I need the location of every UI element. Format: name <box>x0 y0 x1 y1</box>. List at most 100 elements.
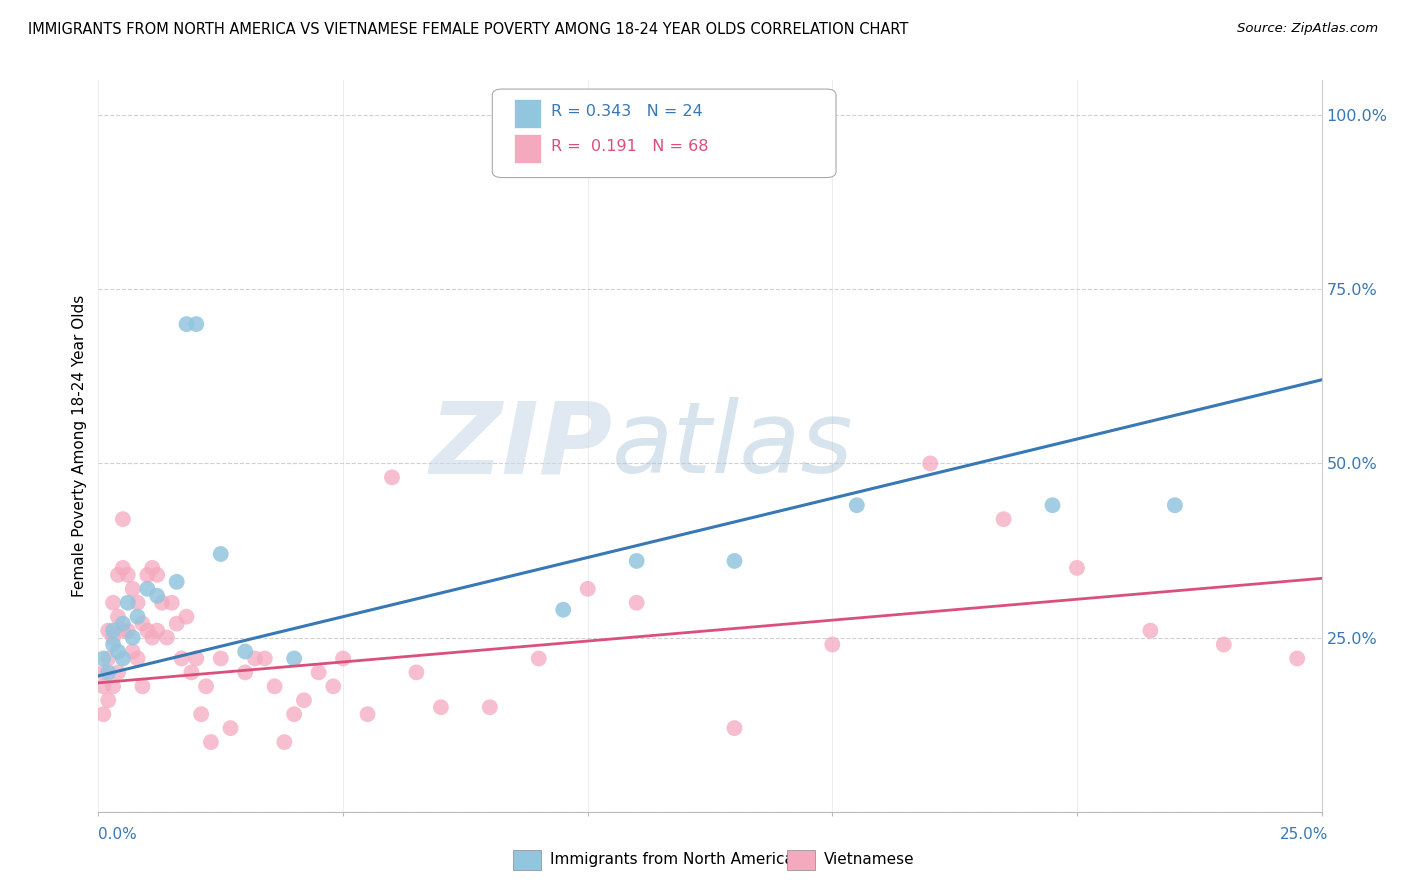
Point <box>920 457 942 471</box>
Point <box>141 561 163 575</box>
Point <box>121 582 143 596</box>
Point <box>141 631 163 645</box>
Point <box>111 561 134 575</box>
Point <box>821 638 844 652</box>
Point <box>146 624 169 638</box>
Point <box>322 679 344 693</box>
Point <box>111 616 134 631</box>
Point <box>176 317 198 331</box>
Point <box>723 721 745 735</box>
Point <box>332 651 354 665</box>
Point <box>101 631 124 645</box>
Text: R = 0.343   N = 24: R = 0.343 N = 24 <box>551 104 703 120</box>
Point <box>127 651 149 665</box>
Point <box>97 651 120 665</box>
Point <box>91 707 114 722</box>
Text: R =  0.191   N = 68: R = 0.191 N = 68 <box>551 139 709 154</box>
Point <box>553 603 575 617</box>
Point <box>626 596 648 610</box>
Point <box>101 638 124 652</box>
Point <box>101 596 124 610</box>
Point <box>1286 651 1309 665</box>
Point <box>308 665 330 680</box>
FancyBboxPatch shape <box>515 134 541 163</box>
Point <box>233 644 256 658</box>
Point <box>243 651 266 665</box>
Point <box>136 567 159 582</box>
Point <box>845 498 868 512</box>
Point <box>101 679 124 693</box>
Point <box>273 735 295 749</box>
FancyBboxPatch shape <box>515 99 541 128</box>
Point <box>1066 561 1088 575</box>
Point <box>253 651 276 665</box>
Point <box>111 651 134 665</box>
Point <box>626 554 648 568</box>
Point <box>117 624 139 638</box>
Point <box>121 644 143 658</box>
Point <box>97 665 120 680</box>
Point <box>209 651 232 665</box>
Point <box>136 582 159 596</box>
Point <box>160 596 183 610</box>
Point <box>91 679 114 693</box>
Text: Source: ZipAtlas.com: Source: ZipAtlas.com <box>1237 22 1378 36</box>
Text: Vietnamese: Vietnamese <box>824 853 914 867</box>
Point <box>127 596 149 610</box>
Point <box>91 651 114 665</box>
Point <box>117 567 139 582</box>
Point <box>91 665 114 680</box>
Point <box>146 589 169 603</box>
Point <box>186 651 208 665</box>
Point <box>176 609 198 624</box>
Point <box>200 735 222 749</box>
Point <box>527 651 550 665</box>
Point <box>233 665 256 680</box>
Point <box>283 651 305 665</box>
Point <box>127 609 149 624</box>
Point <box>156 631 179 645</box>
Point <box>1212 638 1234 652</box>
Point <box>117 596 139 610</box>
Point <box>111 624 134 638</box>
Point <box>430 700 453 714</box>
Text: atlas: atlas <box>612 398 853 494</box>
Point <box>170 651 193 665</box>
Text: 25.0%: 25.0% <box>1281 827 1329 841</box>
Point <box>186 317 208 331</box>
Point <box>993 512 1015 526</box>
Point <box>478 700 501 714</box>
Point <box>146 567 169 582</box>
Point <box>107 567 129 582</box>
Text: ZIP: ZIP <box>429 398 612 494</box>
Point <box>209 547 232 561</box>
Point <box>131 616 153 631</box>
FancyBboxPatch shape <box>492 89 837 178</box>
Point <box>723 554 745 568</box>
Point <box>166 616 188 631</box>
Point <box>1042 498 1064 512</box>
Point <box>111 512 134 526</box>
Point <box>166 574 188 589</box>
Point <box>381 470 404 484</box>
Point <box>180 665 202 680</box>
Point <box>263 679 285 693</box>
Point <box>190 707 212 722</box>
Point <box>107 609 129 624</box>
Point <box>405 665 427 680</box>
Point <box>356 707 378 722</box>
Text: 0.0%: 0.0% <box>98 827 138 841</box>
Point <box>1139 624 1161 638</box>
Point <box>150 596 173 610</box>
Point <box>107 644 129 658</box>
Point <box>195 679 218 693</box>
Y-axis label: Female Poverty Among 18-24 Year Olds: Female Poverty Among 18-24 Year Olds <box>72 295 87 597</box>
Point <box>136 624 159 638</box>
Point <box>101 624 124 638</box>
Text: IMMIGRANTS FROM NORTH AMERICA VS VIETNAMESE FEMALE POVERTY AMONG 18-24 YEAR OLDS: IMMIGRANTS FROM NORTH AMERICA VS VIETNAM… <box>28 22 908 37</box>
Point <box>576 582 599 596</box>
Point <box>97 693 120 707</box>
Point <box>219 721 242 735</box>
Point <box>121 631 143 645</box>
Point <box>107 665 129 680</box>
